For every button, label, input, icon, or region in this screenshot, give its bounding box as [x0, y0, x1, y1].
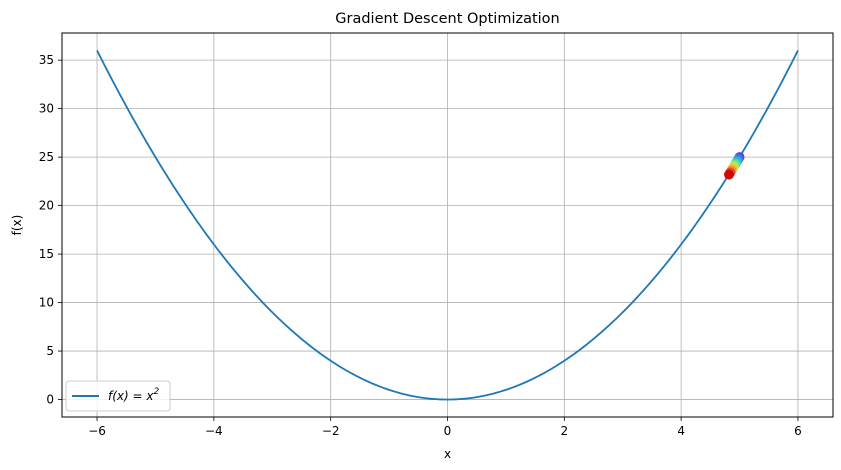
chart-title: Gradient Descent Optimization	[335, 11, 560, 27]
curve-layer	[96, 50, 799, 401]
y-axis-label: f(x)	[10, 215, 24, 236]
y-axis-ticks: 0 5 10 15 20 25 30 35	[39, 53, 62, 407]
legend-label-fx: f(x) = x2	[108, 387, 159, 403]
descent-point	[724, 169, 735, 180]
x-tick-label: −4	[205, 424, 223, 438]
y-tick-label: 20	[39, 199, 54, 213]
y-tick-label: 0	[46, 393, 54, 407]
y-tick-label: 15	[39, 247, 54, 261]
x-tick-label: −2	[322, 424, 340, 438]
x-tick-label: −6	[88, 424, 106, 438]
x-tick-label: 0	[444, 424, 452, 438]
legend-label-main: f(x) = x	[108, 389, 154, 403]
y-tick-label: 35	[39, 53, 54, 67]
y-tick-label: 10	[39, 296, 54, 310]
y-tick-label: 30	[39, 102, 54, 116]
x-tick-label: 2	[560, 424, 568, 438]
x-tick-label: 6	[794, 424, 802, 438]
y-tick-label: 25	[39, 150, 54, 164]
legend: f(x) = x2	[65, 380, 171, 412]
legend-box	[65, 380, 171, 412]
grid	[62, 33, 833, 417]
legend-label-superscript: 2	[153, 387, 159, 397]
x-tick-label: 4	[677, 424, 685, 438]
y-tick-label: 5	[46, 344, 54, 358]
series-line-fx	[96, 50, 799, 401]
descent-points	[724, 152, 745, 180]
x-axis-ticks: −6 −4 −2 0 2 4 6	[88, 417, 802, 438]
x-axis-label: x	[444, 447, 451, 461]
